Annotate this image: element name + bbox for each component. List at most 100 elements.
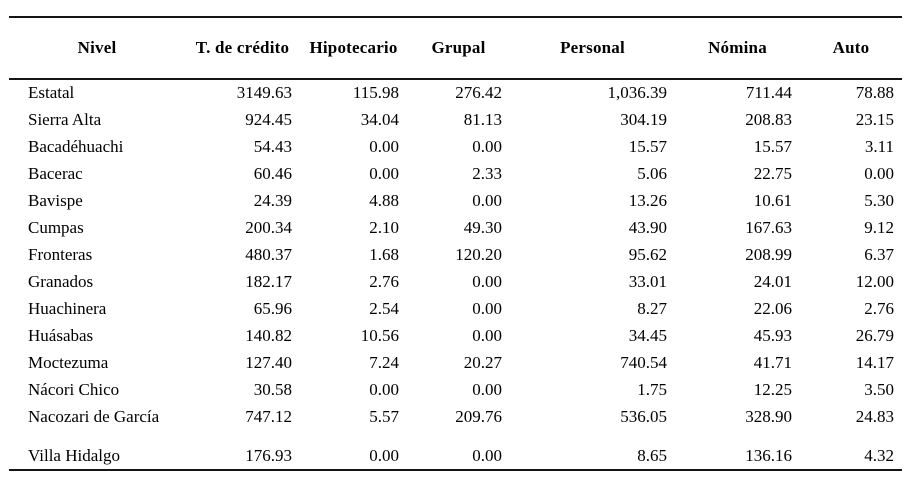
table-row: Cumpas 200.34 2.10 49.30 43.90 167.63 9.12 [9, 214, 902, 241]
row-label: Bacadéhuachi [28, 136, 124, 156]
cell-value: 24.83 [855, 406, 894, 426]
cell-value: 43.90 [628, 217, 667, 237]
table-row: Villa Hidalgo 176.93 0.00 0.00 8.65 136.16 4.3… [9, 443, 902, 470]
column-header-nivel: Nivel [77, 38, 117, 57]
cell-value: 0.00 [472, 379, 502, 399]
cell-value: 0.00 [472, 136, 502, 156]
cell-value: 8.65 [637, 446, 667, 465]
cell-value: 13.26 [628, 190, 667, 210]
table-body: Estatal 3149.63 115.98 276.42 1,036.39 711.44… [9, 79, 902, 470]
row-label: Huásabas [28, 325, 94, 345]
cell-value: 0.00 [369, 163, 399, 183]
cell-value: 2.76 [369, 271, 399, 291]
cell-value: 54.43 [253, 136, 292, 156]
cell-value: 24.39 [253, 190, 292, 210]
cell-value: 24.01 [753, 271, 792, 291]
cell-value: 12.25 [753, 379, 792, 399]
cell-value: 208.83 [745, 109, 792, 129]
cell-value: 0.00 [472, 325, 502, 345]
cell-value: 304.19 [620, 109, 667, 129]
cell-value: 0.00 [472, 271, 502, 291]
cell-value: 136.16 [745, 446, 792, 465]
table-row: Huachinera 65.96 2.54 0.00 8.27 22.06 2.76 [9, 295, 902, 322]
column-header-nomina: Nómina [708, 38, 767, 57]
cell-value: 4.88 [369, 190, 399, 210]
cell-value: 120.20 [455, 244, 502, 264]
column-header-auto: Auto [832, 38, 870, 57]
cell-value: 78.88 [855, 83, 894, 102]
cell-value [407, 430, 510, 443]
cell-value: 10.56 [360, 325, 399, 345]
row-label: Sierra Alta [28, 109, 102, 129]
row-label: Fronteras [28, 244, 93, 264]
cell-value: 8.27 [637, 298, 667, 318]
cell-value: 15.57 [628, 136, 667, 156]
column-header-grupal: Grupal [431, 38, 486, 57]
cell-value: 22.06 [753, 298, 792, 318]
cell-value [675, 430, 800, 443]
cell-value: 81.13 [463, 109, 502, 129]
row-label: Bavispe [28, 190, 83, 210]
cell-value: 200.34 [245, 217, 292, 237]
row-label: Estatal [28, 83, 75, 102]
row-label: Bacerac [28, 163, 83, 183]
table-row: Huásabas 140.82 10.56 0.00 34.45 45.93 26.79 [9, 322, 902, 349]
table-row: Fronteras 480.37 1.68 120.20 95.62 208.99 6.37 [9, 241, 902, 268]
table-row: Bacadéhuachi 54.43 0.00 0.00 15.57 15.57 3.11 [9, 133, 902, 160]
column-header-personal: Personal [560, 38, 625, 57]
cell-value: 26.79 [855, 325, 894, 345]
cell-value: 6.37 [864, 244, 894, 264]
cell-value: 3.11 [864, 136, 894, 156]
cell-value: 2.54 [369, 298, 399, 318]
column-header-t-de-credito: T. de crédito [195, 38, 290, 57]
cell-value: 536.05 [620, 406, 667, 426]
cell-value: 0.00 [472, 190, 502, 210]
cell-value: 1.68 [369, 244, 399, 264]
spacer-row [9, 430, 902, 443]
cell-value: 2.10 [369, 217, 399, 237]
row-label: Moctezuma [28, 352, 109, 372]
cell-value: 20.27 [463, 352, 502, 372]
cell-value: 480.37 [245, 244, 292, 264]
cell-value: 14.17 [855, 352, 894, 372]
cell-value: 2.33 [472, 163, 502, 183]
cell-value: 328.90 [745, 406, 792, 426]
cell-value: 30.58 [253, 379, 292, 399]
header-row: Nivel T. de crédito Hipotecario Grupal P… [9, 17, 902, 79]
cell-value: 65.96 [253, 298, 292, 318]
cell-value: 1,036.39 [607, 83, 668, 102]
cell-value: 3149.63 [236, 83, 292, 102]
cell-value: 34.04 [360, 109, 399, 129]
cell-value: 34.45 [628, 325, 667, 345]
cell-value: 3.50 [864, 379, 894, 399]
row-label: Villa Hidalgo [28, 446, 120, 465]
table-row: Moctezuma 127.40 7.24 20.27 740.54 41.71 14.17 [9, 349, 902, 376]
cell-value: 0.00 [472, 446, 502, 465]
cell-value: 60.46 [253, 163, 292, 183]
cell-value [300, 430, 407, 443]
cell-value: 0.00 [864, 163, 894, 183]
cell-value: 127.40 [245, 352, 292, 372]
cell-value: 7.24 [369, 352, 399, 372]
row-label: Nacozari de García [28, 406, 160, 426]
row-label [9, 430, 185, 443]
cell-value: 95.62 [628, 244, 667, 264]
cell-value: 49.30 [463, 217, 502, 237]
cell-value: 22.75 [753, 163, 792, 183]
cell-value: 1.75 [637, 379, 667, 399]
credit-table: Nivel T. de crédito Hipotecario Grupal P… [9, 16, 902, 471]
table-row: Granados 182.17 2.76 0.00 33.01 24.01 12.00 [9, 268, 902, 295]
cell-value: 209.76 [455, 406, 502, 426]
row-label: Nácori Chico [28, 379, 120, 399]
cell-value: 0.00 [369, 446, 399, 465]
cell-value: 15.57 [753, 136, 792, 156]
cell-value: 5.06 [637, 163, 667, 183]
cell-value: 12.00 [855, 271, 894, 291]
row-label: Cumpas [28, 217, 84, 237]
table-header: Nivel T. de crédito Hipotecario Grupal P… [9, 17, 902, 79]
cell-value: 5.57 [369, 406, 399, 426]
cell-value: 45.93 [753, 325, 792, 345]
cell-value: 41.71 [753, 352, 792, 372]
table-row: Sierra Alta 924.45 34.04 81.13 304.19 208.83 2… [9, 106, 902, 133]
table-row: Nacozari de García 747.12 5.57 209.76 536.05… [9, 403, 902, 430]
